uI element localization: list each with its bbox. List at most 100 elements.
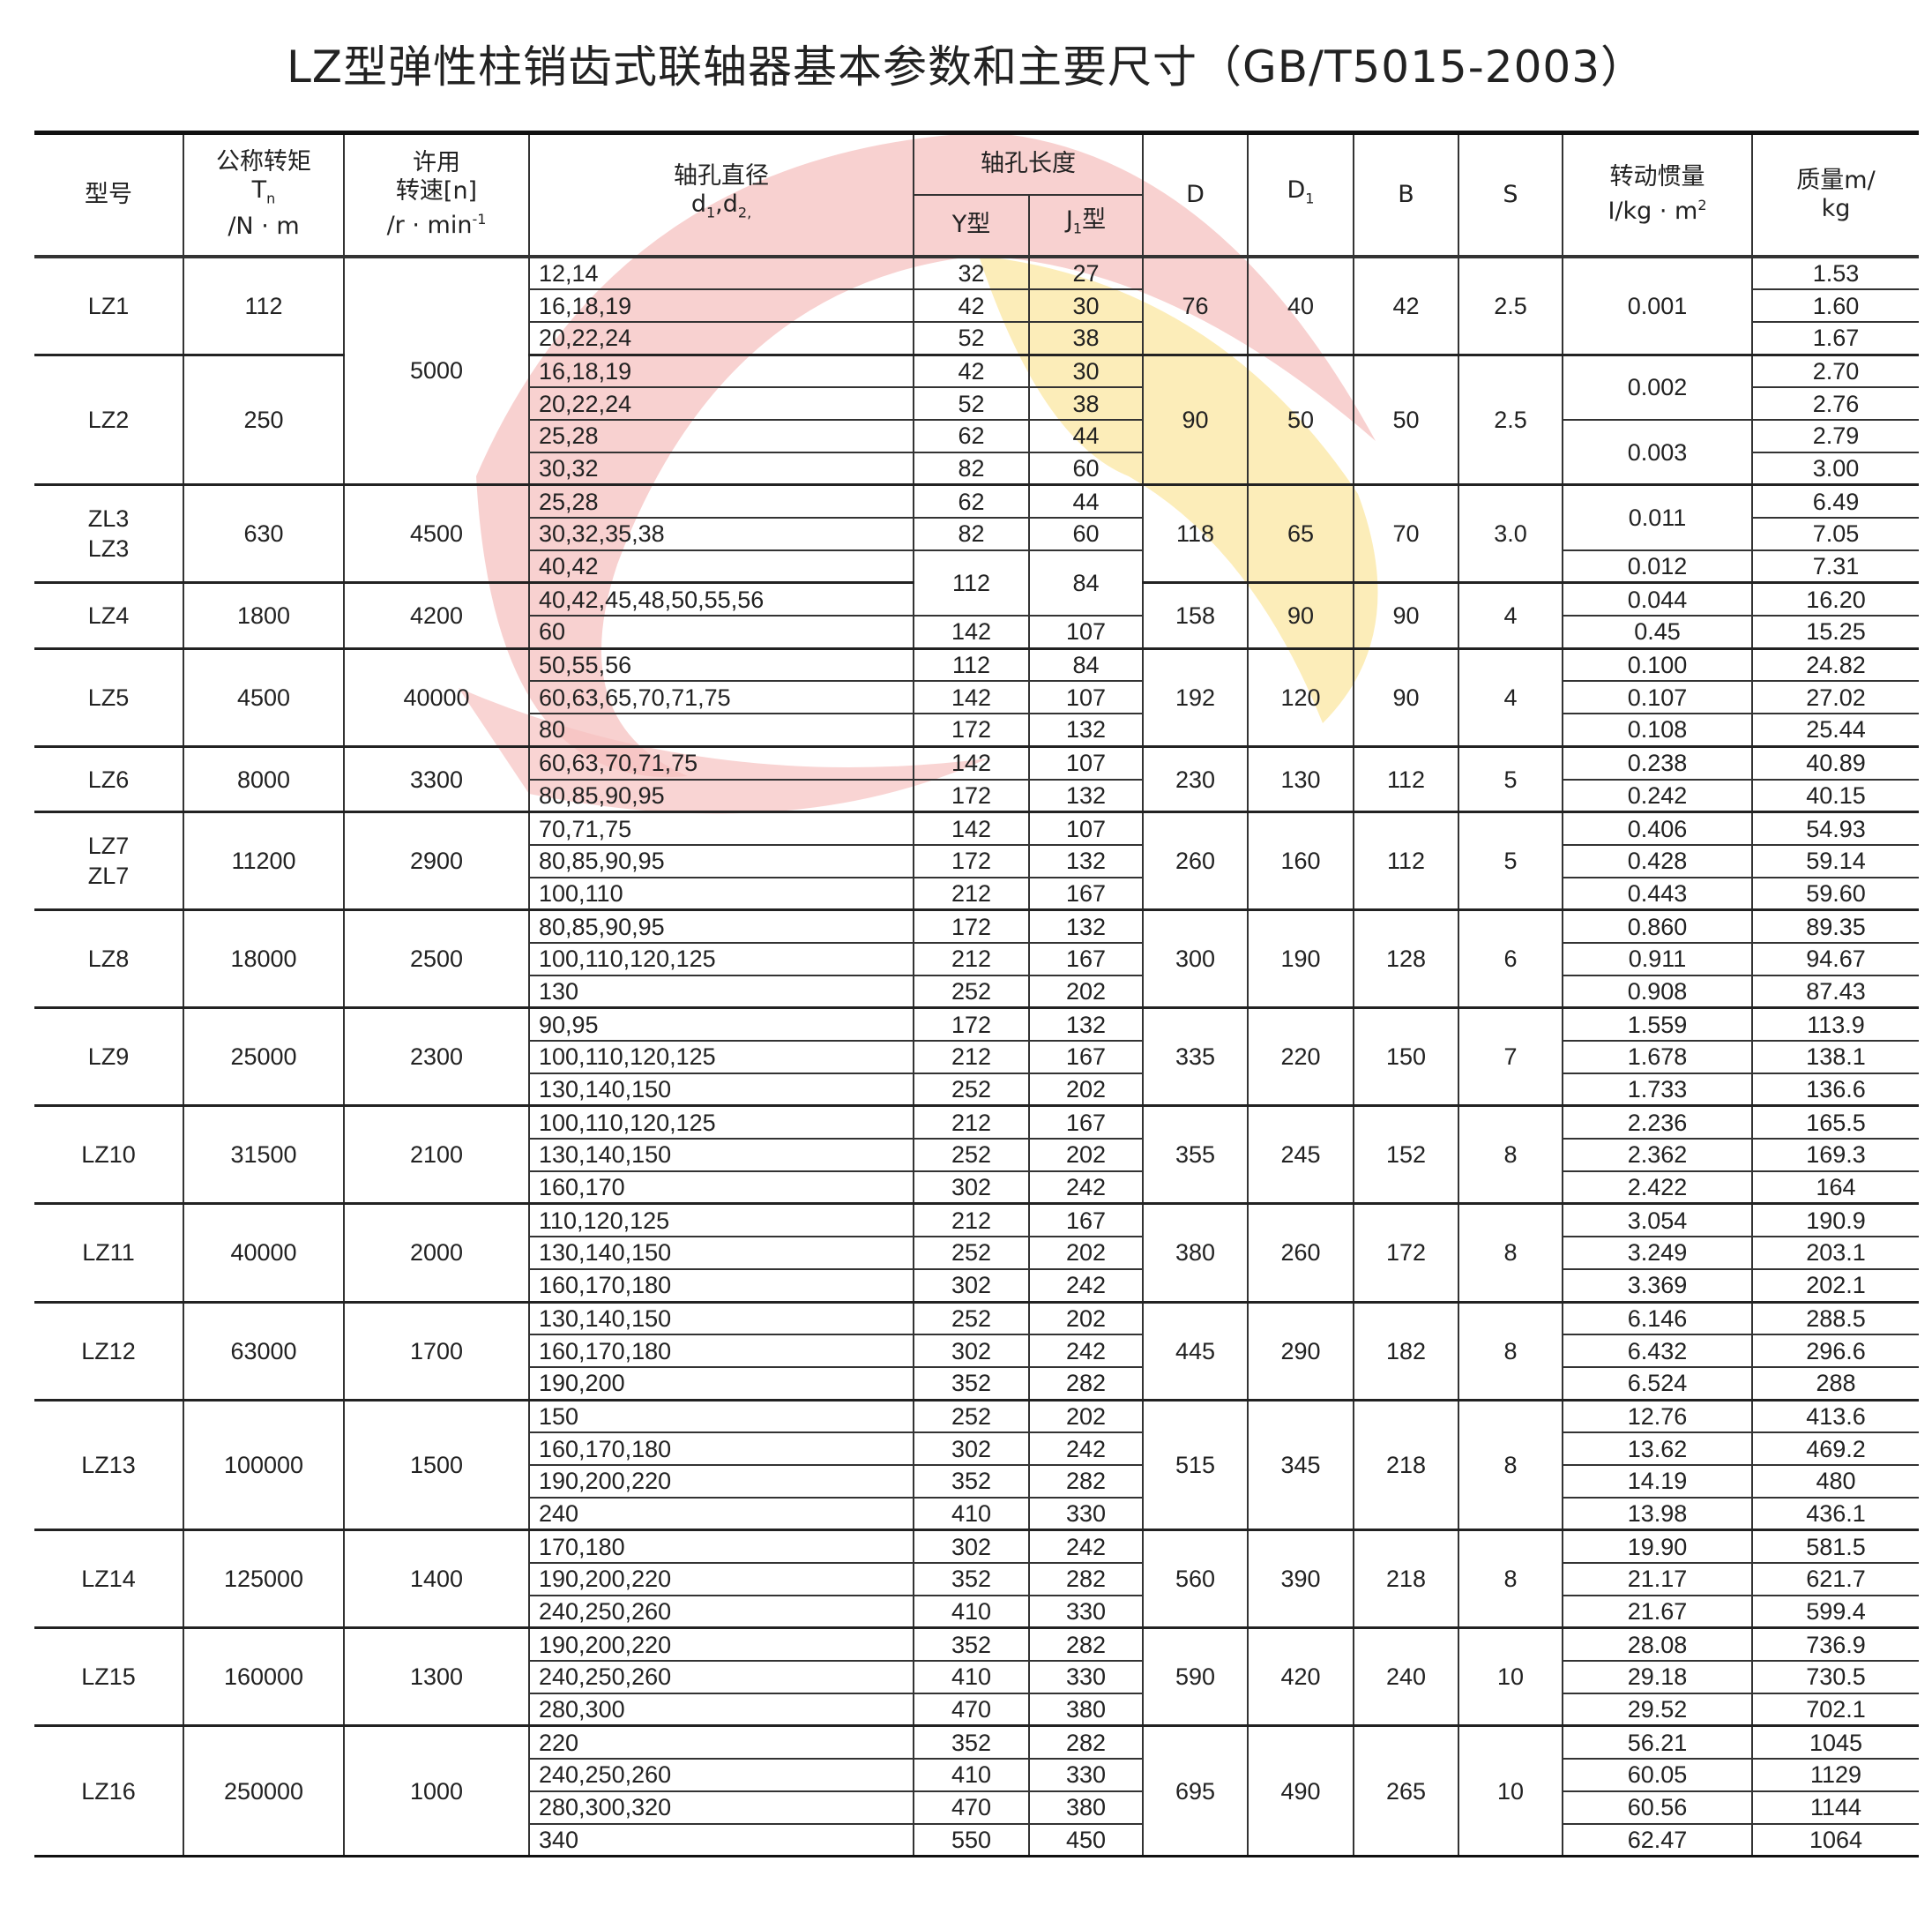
cell-y: 82 (913, 451, 1030, 486)
table-row: 340 550 450 62.47 1064 (34, 1822, 1919, 1857)
table-row: 80,85,90,95 172 132 0.428 59.14 (34, 843, 1919, 878)
cell-j: 330 (1028, 1594, 1144, 1629)
cell-B: 42 (1353, 255, 1459, 356)
cell-bore: 90,95 (528, 1006, 914, 1043)
cell-torque: 8000 (183, 744, 345, 813)
cell-mass: 164 (1751, 1170, 1919, 1205)
cell-y: 410 (913, 1660, 1030, 1694)
cell-mass: 94.67 (1751, 941, 1919, 976)
cell-inertia: 60.05 (1562, 1758, 1753, 1792)
header-B: B (1353, 132, 1459, 258)
cell-y: 352 (913, 1724, 1030, 1760)
cell-model: LZ2 (34, 353, 184, 486)
header-bore-diameter: 轴孔直径 d1,d2, (528, 132, 914, 258)
cell-D1: 130 (1247, 744, 1354, 813)
cell-bore: 130,140,150 (529, 1236, 914, 1270)
cell-torque: 40000 (183, 1202, 345, 1304)
cell-B: 90 (1353, 647, 1459, 748)
cell-torque: 250000 (183, 1724, 345, 1857)
cell-model: LZ9 (34, 1006, 184, 1107)
cell-mass: 25.44 (1751, 713, 1919, 748)
cell-bore: 160,170 (529, 1170, 914, 1205)
cell-y: 470 (913, 1790, 1030, 1825)
cell-bore: 40,42,45,48,50,55,56 (528, 581, 914, 617)
cell-mass: 136.6 (1751, 1072, 1919, 1107)
cell-D1: 245 (1247, 1104, 1354, 1205)
cell-inertia: 21.17 (1562, 1562, 1753, 1596)
cell-y: 172 (913, 908, 1030, 944)
cell-mass: 2.76 (1751, 386, 1919, 421)
cell-j: 60 (1028, 451, 1144, 486)
cell-bore: 130,140,150 (529, 1138, 914, 1172)
cell-torque: 160000 (183, 1626, 345, 1727)
cell-B: 240 (1353, 1626, 1459, 1727)
cell-y: 302 (913, 1529, 1030, 1565)
cell-B: 218 (1353, 1398, 1459, 1531)
table-row: 100,110,120,125 212 167 0.911 94.67 (34, 941, 1919, 976)
cell-y: 142 (913, 615, 1030, 650)
cell-y: 142 (913, 811, 1030, 846)
cell-S: 4 (1458, 581, 1563, 650)
cell-inertia: 0.428 (1562, 843, 1753, 878)
cell-inertia: 2.362 (1562, 1138, 1753, 1172)
cell-inertia: 6.146 (1562, 1300, 1753, 1336)
cell-mass: 54.93 (1751, 811, 1919, 846)
cell-y: 112 (913, 647, 1030, 683)
cell-bore: 190,200 (529, 1365, 914, 1402)
cell-bore: 240,250,260 (529, 1594, 914, 1629)
cell-speed: 2300 (343, 1006, 530, 1107)
table-row: 240,250,260 410 330 21.67 599.4 (34, 1594, 1919, 1629)
cell-bore: 110,120,125 (528, 1202, 914, 1238)
cell-j: 242 (1028, 1529, 1144, 1565)
cell-mass: 1.53 (1751, 255, 1919, 291)
cell-D1: 345 (1247, 1398, 1354, 1531)
cell-y: 172 (913, 843, 1030, 878)
cell-S: 8 (1458, 1300, 1563, 1402)
cell-B: 112 (1353, 744, 1459, 813)
header-y-type: Y型 (914, 193, 1030, 258)
cell-S: 8 (1458, 1202, 1563, 1304)
cell-bore: 160,170,180 (529, 1334, 914, 1368)
cell-S: 5 (1458, 811, 1563, 911)
cell-inertia: 29.18 (1562, 1660, 1753, 1694)
cell-inertia: 1.559 (1562, 1006, 1753, 1043)
cell-torque: 4500 (183, 647, 345, 748)
cell-bore: 30,32 (529, 451, 914, 486)
cell-inertia: 1.733 (1562, 1072, 1753, 1107)
cell-j: 30 (1028, 353, 1144, 389)
cell-inertia: 0.45 (1562, 615, 1753, 650)
cell-inertia: 0.108 (1562, 713, 1753, 748)
cell-torque: 31500 (183, 1104, 345, 1205)
cell-bore: 130,140,150 (528, 1300, 914, 1336)
cell-j: 167 (1028, 1040, 1144, 1074)
cell-B: 265 (1353, 1724, 1459, 1857)
cell-y: 302 (913, 1334, 1030, 1368)
header-D: D (1142, 132, 1249, 258)
table-row: LZ5 4500 40000 50,55,56 112 84 192 120 90 4 0.100 2… (34, 647, 1919, 748)
cell-mass: 27.02 (1751, 680, 1919, 715)
cell-speed: 1500 (343, 1398, 530, 1531)
cell-j: 84 (1028, 549, 1144, 617)
table-row: LZ2 250 16,18,19 42 30 90 50 50 2.5 0.002 2.70 (34, 353, 1919, 486)
cell-j: 107 (1028, 811, 1144, 846)
cell-y: 302 (913, 1267, 1030, 1304)
cell-inertia: 21.67 (1562, 1594, 1753, 1629)
table-row: LZ11 40000 2000 110,120,125 212 167 380 260 172 8… (34, 1202, 1919, 1304)
cell-torque: 250 (183, 353, 345, 486)
cell-j: 38 (1028, 386, 1144, 421)
cell-torque: 100000 (183, 1398, 345, 1531)
cell-B: 152 (1353, 1104, 1459, 1205)
cell-y: 212 (913, 1040, 1030, 1074)
cell-mass: 89.35 (1751, 908, 1919, 944)
cell-mass: 15.25 (1751, 615, 1919, 650)
cell-y: 550 (913, 1822, 1030, 1857)
cell-D: 230 (1142, 744, 1249, 813)
cell-y: 172 (913, 778, 1030, 813)
cell-torque: 125000 (183, 1529, 345, 1629)
cell-D1: 220 (1247, 1006, 1354, 1107)
cell-B: 150 (1353, 1006, 1459, 1107)
cell-D: 515 (1142, 1398, 1249, 1531)
cell-S: 2.5 (1458, 255, 1563, 356)
cell-inertia: 1.678 (1562, 1040, 1753, 1074)
cell-y: 142 (913, 744, 1030, 781)
